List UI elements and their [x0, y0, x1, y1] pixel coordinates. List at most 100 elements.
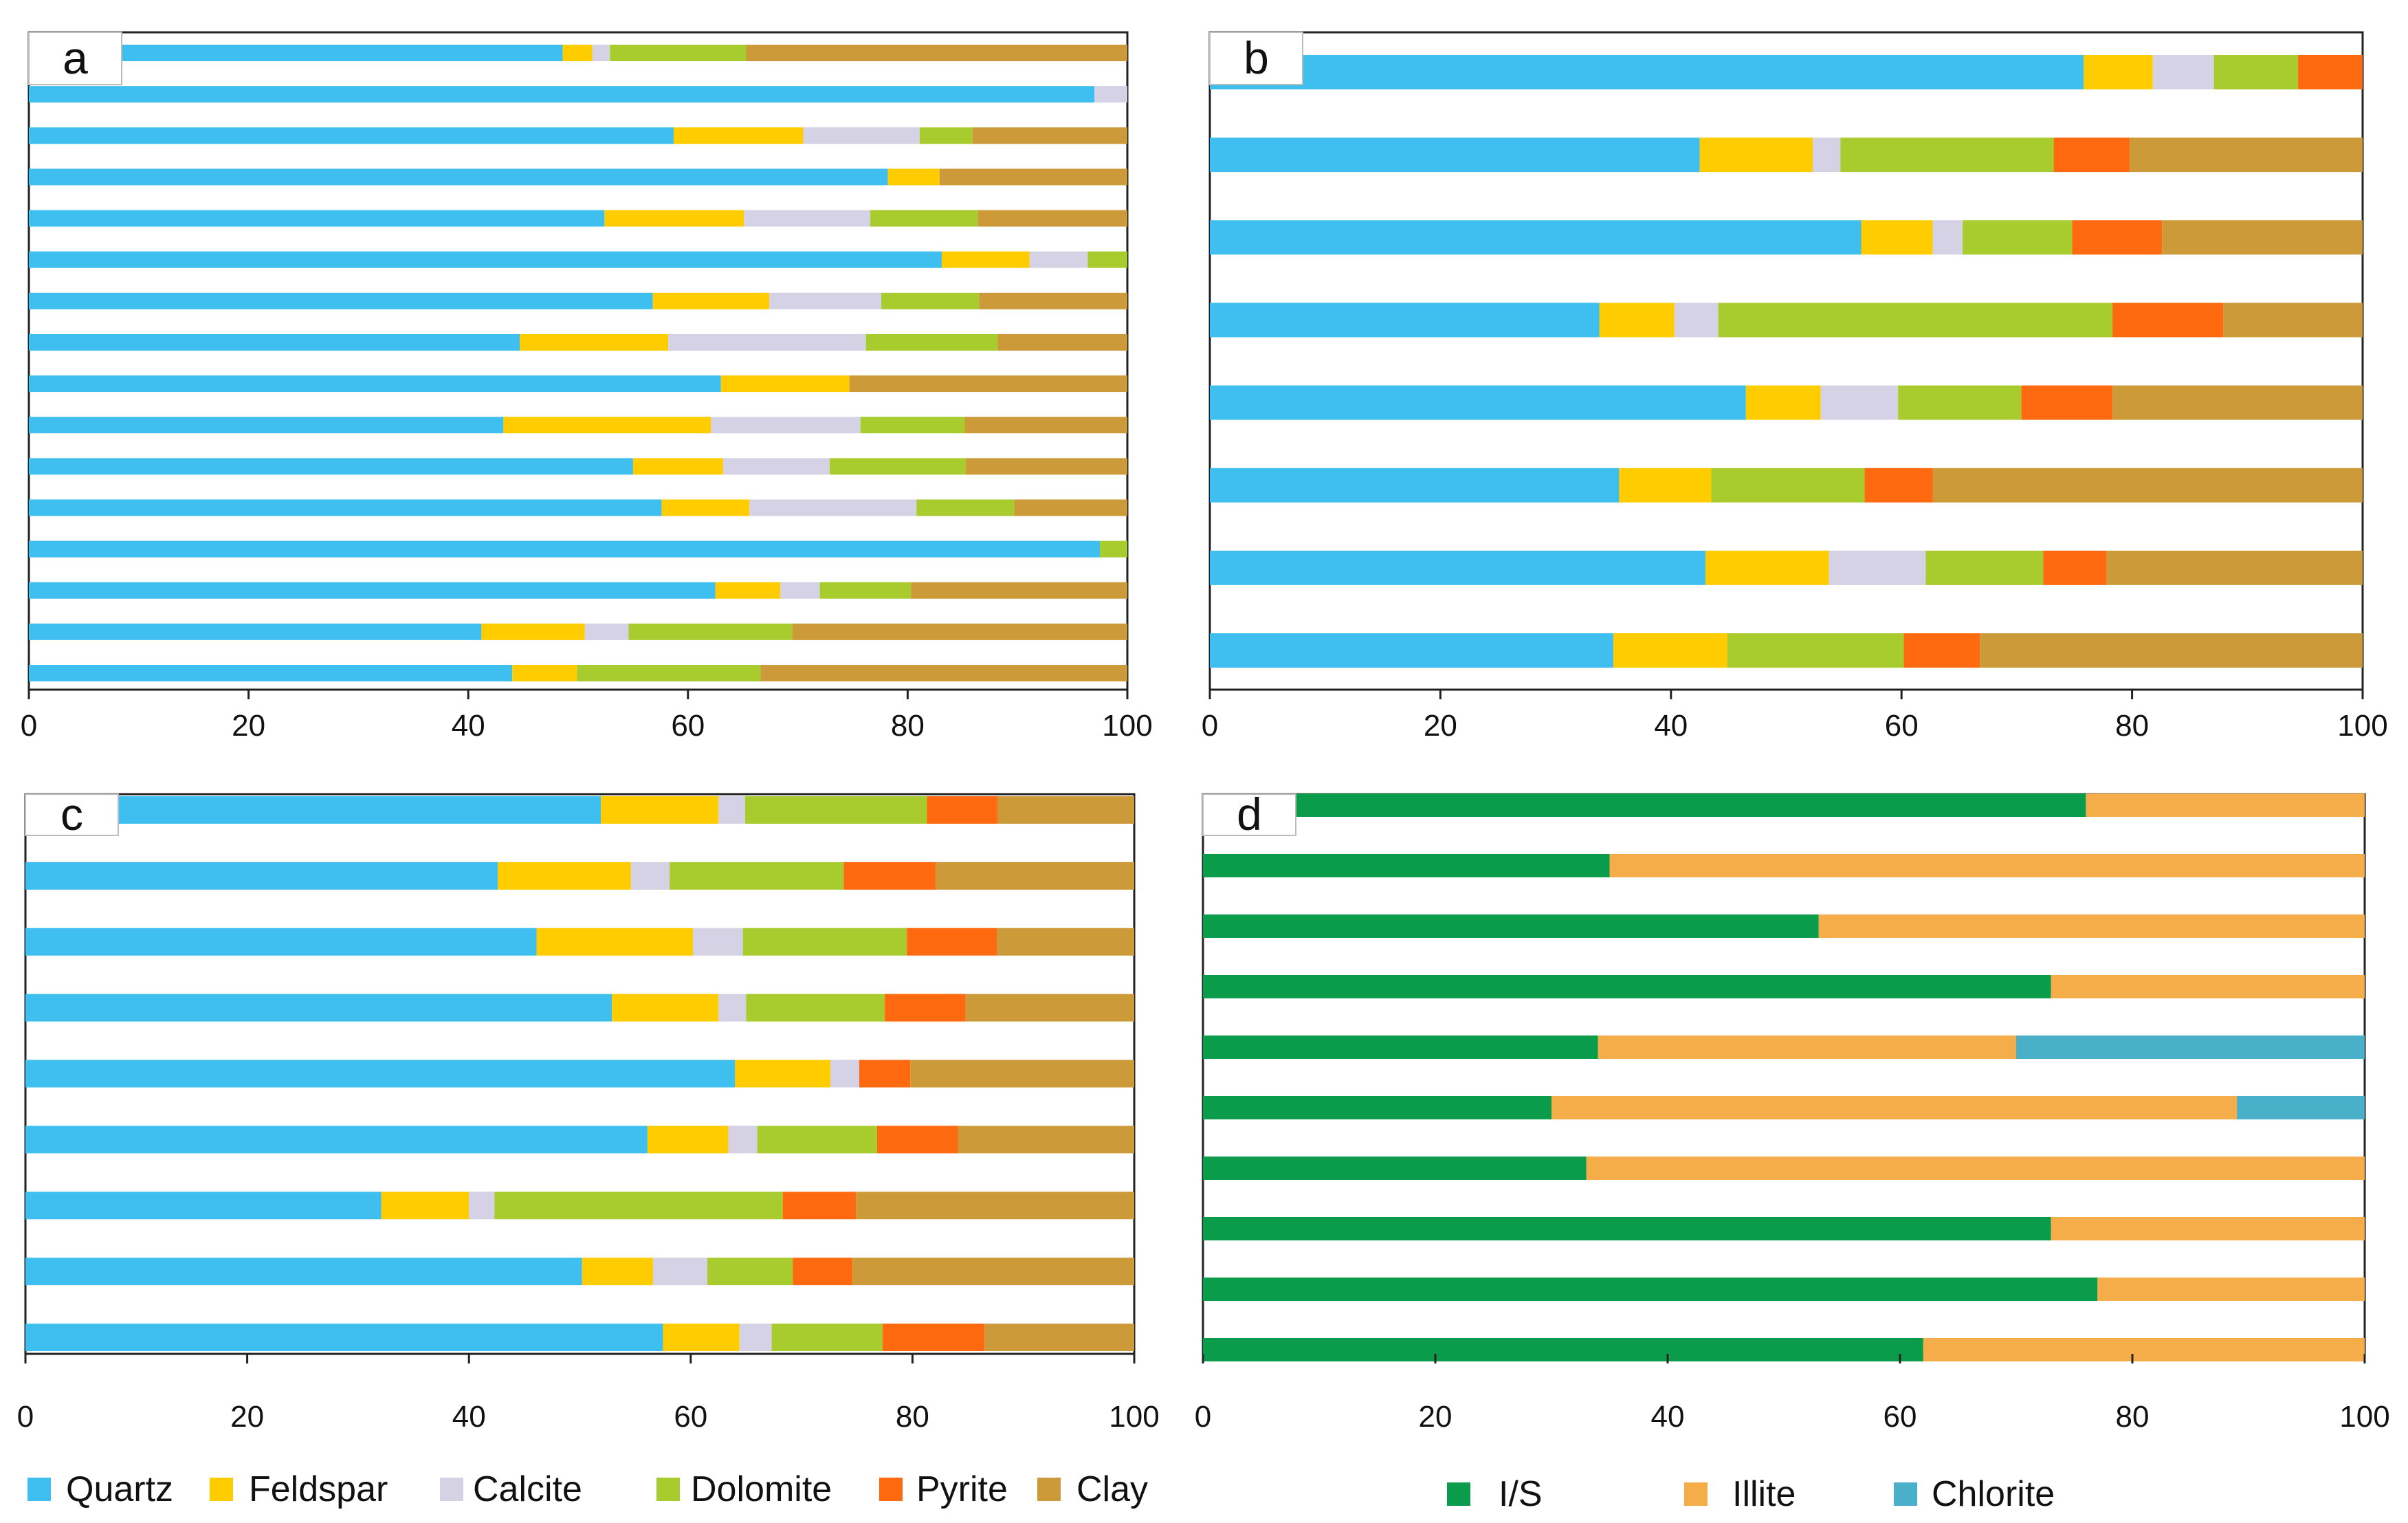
bar-c-2-dolomite — [670, 862, 844, 890]
x-tick-label-c-0: 0 — [17, 1400, 34, 1434]
bar-b-2-calcite — [1813, 138, 1841, 173]
panel-label-c: c — [60, 789, 83, 840]
bar-c-7-calcite — [469, 1192, 495, 1220]
bar-d-10-i-s — [1203, 1338, 1923, 1361]
legend-label-feldspar: Feldspar — [249, 1469, 388, 1509]
x-tick-label-c-60: 60 — [674, 1400, 707, 1434]
bar-c-4-pyrite — [885, 994, 966, 1022]
bar-a-16-clay — [760, 665, 1127, 681]
x-tick-label-d-0: 0 — [1195, 1400, 1211, 1434]
bar-a-8-quartz — [29, 333, 520, 351]
plot-frame-b — [1208, 31, 2364, 691]
bar-a-5-feldspar — [604, 210, 744, 227]
x-tick-label-a-20: 20 — [232, 709, 265, 743]
legend-label-i-s: I/S — [1499, 1474, 1543, 1514]
bar-c-8-clay — [852, 1258, 1134, 1286]
bar-a-8-dolomite — [865, 333, 998, 351]
legend-swatch-chlorite — [1894, 1482, 1917, 1506]
bar-b-8-pyrite — [1903, 633, 1980, 668]
legend-swatch-calcite — [440, 1478, 463, 1501]
bar-b-5-pyrite — [2021, 385, 2113, 420]
bar-b-8-feldspar — [1613, 633, 1727, 668]
bar-d-9-illite — [2097, 1278, 2365, 1301]
bar-a-10-dolomite — [860, 417, 965, 434]
x-tick-label-b-20: 20 — [1424, 709, 1457, 743]
panel-label-a: a — [63, 32, 88, 83]
bar-a-10-calcite — [711, 417, 861, 434]
bar-c-8-pyrite — [793, 1258, 853, 1286]
bar-c-9-pyrite — [882, 1324, 985, 1351]
bar-d-5-chlorite — [2016, 1036, 2365, 1059]
bar-b-4-pyrite — [2112, 303, 2224, 338]
x-tick-label-c-80: 80 — [896, 1400, 929, 1434]
bar-b-7-dolomite — [1925, 550, 2044, 585]
legend-label-illite: Illite — [1732, 1474, 1796, 1514]
x-tick-label-a-60: 60 — [671, 709, 705, 743]
bar-a-6-feldspar — [941, 251, 1030, 268]
bar-d-8-illite — [2051, 1217, 2365, 1240]
bar-d-1-i-s — [1203, 793, 2086, 817]
bar-a-11-calcite — [722, 458, 830, 475]
x-tick-label-a-80: 80 — [891, 709, 925, 743]
bar-c-6-dolomite — [757, 1126, 877, 1154]
bar-c-1-calcite — [718, 796, 745, 824]
bar-a-14-quartz — [29, 582, 716, 599]
bar-b-1-dolomite — [2213, 55, 2299, 89]
bar-b-6-dolomite — [1711, 468, 1865, 503]
bar-a-14-clay — [911, 582, 1127, 599]
bar-a-1-feldspar — [562, 45, 593, 61]
bar-a-7-clay — [979, 292, 1127, 309]
bar-c-7-pyrite — [782, 1192, 857, 1220]
panel-label-b: b — [1244, 32, 1269, 83]
x-tick-label-d-20: 20 — [1419, 1400, 1452, 1434]
bar-a-13-dolomite — [1100, 540, 1127, 558]
bar-a-11-clay — [966, 458, 1127, 475]
panel-label-box-c — [25, 793, 119, 836]
bar-c-4-clay — [965, 994, 1134, 1022]
bar-d-4-i-s — [1203, 975, 2051, 998]
bar-a-5-clay — [977, 210, 1127, 227]
bar-b-2-quartz — [1210, 138, 1700, 173]
bar-b-4-dolomite — [1718, 303, 2113, 338]
bar-c-9-quartz — [25, 1324, 663, 1351]
bar-d-4-illite — [2051, 975, 2365, 998]
plot-frame-d — [1202, 793, 2366, 1355]
legend-mineral: Quartz Feldspar Calcite Dolomite Pyrite Clay — [27, 1469, 1148, 1509]
legend-swatch-quartz — [27, 1478, 51, 1501]
bar-a-15-feldspar — [481, 623, 585, 640]
bar-c-3-pyrite — [907, 928, 997, 956]
bar-a-1-calcite — [592, 45, 610, 61]
legend-swatch-dolomite — [656, 1478, 680, 1501]
bar-d-2-illite — [1609, 854, 2365, 877]
bar-a-9-quartz — [29, 375, 721, 393]
bar-a-15-dolomite — [628, 623, 793, 640]
bar-d-10-illite — [1923, 1338, 2365, 1361]
bar-c-3-calcite — [693, 928, 743, 956]
bar-b-1-pyrite — [2298, 55, 2363, 89]
bar-b-3-calcite — [1932, 220, 1963, 255]
bar-a-8-calcite — [668, 333, 866, 351]
bar-c-2-clay — [936, 862, 1134, 890]
bar-b-4-calcite — [1674, 303, 1719, 338]
x-tick-label-d-60: 60 — [1884, 1400, 1917, 1434]
x-tick-label-d-40: 40 — [1651, 1400, 1685, 1434]
bar-b-2-clay — [2130, 138, 2363, 173]
bar-a-13-quartz — [29, 540, 1101, 558]
bar-b-3-clay — [2162, 220, 2363, 255]
panel-label-d: d — [1237, 789, 1262, 840]
bar-a-14-feldspar — [715, 582, 781, 599]
bar-a-12-feldspar — [661, 499, 750, 516]
bar-a-7-feldspar — [652, 292, 770, 309]
bar-a-9-feldspar — [720, 375, 850, 393]
legend-swatch-feldspar — [210, 1478, 233, 1501]
bar-c-4-calcite — [718, 994, 747, 1022]
bar-a-8-clay — [997, 333, 1127, 351]
bar-b-5-dolomite — [1898, 385, 2022, 420]
bar-a-16-dolomite — [577, 665, 761, 681]
bar-c-5-calcite — [830, 1060, 859, 1088]
bar-c-8-dolomite — [707, 1258, 793, 1286]
bar-b-3-dolomite — [1963, 220, 2073, 255]
x-tick-label-a-40: 40 — [452, 709, 485, 743]
bar-a-4-feldspar — [887, 168, 940, 186]
legend-swatch-illite — [1684, 1482, 1708, 1506]
